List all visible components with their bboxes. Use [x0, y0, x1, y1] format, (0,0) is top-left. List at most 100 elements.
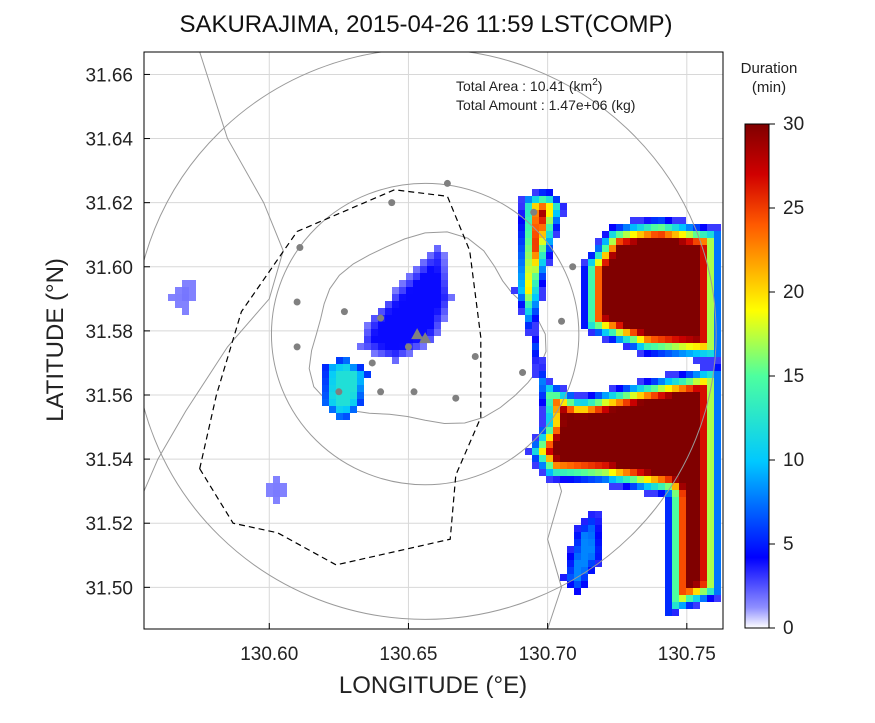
- duration-cell: [581, 259, 588, 266]
- duration-cell: [567, 455, 574, 462]
- duration-cell: [658, 266, 665, 273]
- duration-cell: [413, 301, 420, 308]
- duration-cell: [343, 385, 350, 392]
- duration-cell: [651, 399, 658, 406]
- duration-cell: [700, 259, 707, 266]
- duration-cell: [665, 434, 672, 441]
- duration-cell: [532, 455, 539, 462]
- duration-cell: [420, 322, 427, 329]
- duration-cell: [644, 259, 651, 266]
- duration-cell: [630, 462, 637, 469]
- duration-cell: [651, 259, 658, 266]
- duration-cell: [532, 238, 539, 245]
- duration-cell: [714, 399, 721, 406]
- duration-cell: [707, 490, 714, 497]
- duration-cell: [525, 287, 532, 294]
- duration-cell: [714, 595, 721, 602]
- duration-cell: [700, 378, 707, 385]
- duration-cell: [350, 378, 357, 385]
- duration-cell: [553, 413, 560, 420]
- duration-cell: [630, 483, 637, 490]
- duration-cell: [553, 406, 560, 413]
- duration-cell: [714, 434, 721, 441]
- duration-cell: [588, 322, 595, 329]
- duration-cell: [665, 483, 672, 490]
- duration-cell: [700, 476, 707, 483]
- duration-cell: [546, 245, 553, 252]
- duration-cell: [616, 280, 623, 287]
- duration-cell: [588, 462, 595, 469]
- duration-cell: [546, 434, 553, 441]
- duration-cell: [630, 287, 637, 294]
- duration-cell: [546, 413, 553, 420]
- duration-cell: [693, 238, 700, 245]
- duration-cell: [553, 441, 560, 448]
- duration-cell: [679, 266, 686, 273]
- duration-cell: [679, 504, 686, 511]
- duration-cell: [651, 280, 658, 287]
- chart-title: SAKURAJIMA, 2015-04-26 11:59 LST(COMP): [179, 11, 672, 38]
- duration-cell: [406, 273, 413, 280]
- duration-cell: [574, 525, 581, 532]
- duration-cell: [602, 273, 609, 280]
- duration-cell: [532, 294, 539, 301]
- duration-cell: [665, 420, 672, 427]
- duration-cell: [658, 245, 665, 252]
- duration-cell: [707, 308, 714, 315]
- duration-cell: [427, 301, 434, 308]
- duration-cell: [707, 497, 714, 504]
- duration-cell: [637, 329, 644, 336]
- duration-cell: [630, 413, 637, 420]
- duration-cell: [630, 315, 637, 322]
- duration-cell: [679, 434, 686, 441]
- duration-cell: [273, 483, 280, 490]
- duration-cell: [651, 301, 658, 308]
- duration-cell: [518, 217, 525, 224]
- duration-cell: [693, 280, 700, 287]
- duration-cell: [644, 224, 651, 231]
- duration-cell: [532, 336, 539, 343]
- region-east-saturated: [511, 189, 721, 616]
- duration-cell: [714, 427, 721, 434]
- duration-cell: [651, 462, 658, 469]
- duration-cell: [588, 539, 595, 546]
- duration-cell: [714, 441, 721, 448]
- duration-cell: [714, 574, 721, 581]
- duration-cell: [707, 469, 714, 476]
- duration-cell: [651, 427, 658, 434]
- duration-cell: [525, 329, 532, 336]
- duration-cell: [525, 245, 532, 252]
- duration-cell: [434, 329, 441, 336]
- duration-cell: [413, 336, 420, 343]
- duration-cell: [665, 308, 672, 315]
- duration-cell: [623, 273, 630, 280]
- duration-cell: [623, 399, 630, 406]
- duration-cell: [700, 546, 707, 553]
- duration-cell: [518, 238, 525, 245]
- duration-cell: [441, 266, 448, 273]
- duration-cell: [623, 406, 630, 413]
- duration-cell: [378, 336, 385, 343]
- duration-cell: [672, 448, 679, 455]
- duration-cell: [609, 238, 616, 245]
- duration-cell: [644, 252, 651, 259]
- duration-cell: [679, 245, 686, 252]
- duration-cell: [637, 455, 644, 462]
- duration-cell: [630, 266, 637, 273]
- duration-cell: [560, 476, 567, 483]
- duration-cell: [574, 581, 581, 588]
- duration-cell: [686, 399, 693, 406]
- duration-cell: [707, 280, 714, 287]
- duration-cell: [637, 434, 644, 441]
- duration-cell: [609, 469, 616, 476]
- duration-cell: [658, 259, 665, 266]
- duration-cell: [567, 546, 574, 553]
- duration-cell: [560, 427, 567, 434]
- duration-cell: [175, 287, 182, 294]
- duration-cell: [595, 532, 602, 539]
- plot-frame: [143, 51, 724, 630]
- duration-cell: [700, 238, 707, 245]
- duration-cell: [560, 203, 567, 210]
- duration-cell: [665, 595, 672, 602]
